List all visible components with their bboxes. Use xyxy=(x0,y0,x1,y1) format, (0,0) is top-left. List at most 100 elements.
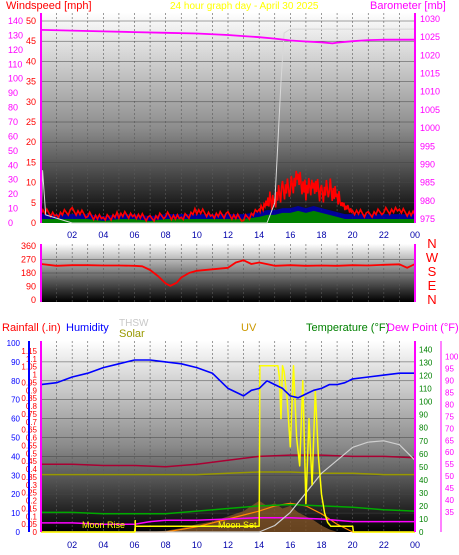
wind-kmh-tick-label: 10 xyxy=(8,204,18,214)
rainfall-tick-label: 0.6 xyxy=(26,434,38,443)
wind-speed-line xyxy=(40,170,416,223)
dew-point-tick-label: 35 xyxy=(445,508,454,517)
dew-point-tick-label: 90 xyxy=(445,376,454,385)
wind-y-tick-label: 50 xyxy=(26,16,36,26)
dew-point-tick-label: 40 xyxy=(445,496,454,505)
wind-kmh-tick-label: 0 xyxy=(8,218,13,228)
barometer-tick-label: 985 xyxy=(420,178,435,188)
wind-y-tick-label: 40 xyxy=(26,56,36,66)
temperature-line xyxy=(41,503,416,515)
rainfall-tick-label: 0.9 xyxy=(26,386,38,395)
compass-label: W xyxy=(426,250,439,265)
humidity-line xyxy=(40,359,415,399)
temperature-tick-label: 30 xyxy=(419,489,428,498)
temperature-tick-label: 70 xyxy=(419,437,428,446)
wind-kmh-tick-label: 70 xyxy=(8,117,18,127)
direction-tick-label: 270 xyxy=(21,255,36,265)
temperature-tick-label: 130 xyxy=(419,359,433,368)
moon-rise-annotation: Moon Rise xyxy=(82,520,125,530)
temperature-tick-label: 40 xyxy=(419,476,428,485)
dew-point-tick-label: 95 xyxy=(445,365,454,374)
rainfall-tick-label: 0 xyxy=(33,528,38,537)
wind-y-tick-label: 15 xyxy=(26,157,36,167)
barometer-label: Barometer [mb] xyxy=(370,0,446,12)
x-tick-label: 18 xyxy=(316,540,326,550)
compass-label: N xyxy=(427,236,436,251)
wind-y-tick-label: 45 xyxy=(26,36,36,46)
barometer-tick-label: 1010 xyxy=(420,87,440,97)
wind-y-tick-label: 5 xyxy=(31,198,36,208)
temperature-tick-label: 60 xyxy=(419,450,428,459)
x-tick-label: 14 xyxy=(254,540,264,550)
humidity-tick-label: 90 xyxy=(11,358,20,367)
wind-kmh-tick-label: 120 xyxy=(8,45,23,55)
temperature-tick-label: 80 xyxy=(419,424,428,433)
x-tick-label: 08 xyxy=(161,540,171,550)
wind-kmh-tick-label: 50 xyxy=(8,146,18,156)
wind-y-tick-label: 10 xyxy=(26,178,36,188)
x-tick-label: 18 xyxy=(316,230,326,240)
x-tick-label: 06 xyxy=(129,540,139,550)
temperature-high-line xyxy=(41,454,416,468)
humidity-label: Humidity xyxy=(66,322,109,334)
humidity-tick-label: 50 xyxy=(11,434,20,443)
thsw-line xyxy=(41,440,416,533)
wind-kmh-tick-label: 80 xyxy=(8,103,18,113)
x-tick-label: 08 xyxy=(161,230,171,240)
wind-green-area xyxy=(41,210,415,223)
barometer-tick-label: 980 xyxy=(420,196,435,206)
rainfall-tick-label: 1.1 xyxy=(26,355,38,364)
rainfall-tick-label: 0.5 xyxy=(26,449,38,458)
dew-point-tick-label: 75 xyxy=(445,412,454,421)
solar-line xyxy=(41,471,415,476)
compass-label: N xyxy=(427,292,436,307)
rainfall-tick-label: 0.4 xyxy=(26,465,38,474)
temperature-tick-label: 120 xyxy=(419,372,433,381)
x-tick-label: 12 xyxy=(223,540,233,550)
x-tick-label: 00 xyxy=(410,540,420,550)
temperature-tick-label: 90 xyxy=(419,411,428,420)
temperature-label: Temperature (°F) xyxy=(306,322,389,334)
barometer-tick-label: 995 xyxy=(420,141,435,151)
barometer-line xyxy=(40,29,415,45)
wind-kmh-tick-label: 60 xyxy=(8,131,18,141)
direction-tick-label: 0 xyxy=(31,295,36,305)
dew-point-tick-label: 50 xyxy=(445,472,454,481)
thsw-label: THSW xyxy=(119,318,149,329)
wind-kmh-tick-label: 100 xyxy=(8,74,23,84)
x-tick-label: 16 xyxy=(285,230,295,240)
humidity-tick-label: 40 xyxy=(11,452,20,461)
environment-plot-background xyxy=(41,341,415,532)
wind-kmh-tick-label: 110 xyxy=(8,59,22,69)
x-tick-label: 10 xyxy=(192,230,202,240)
x-tick-label: 04 xyxy=(98,540,108,550)
barometer-tick-label: 1030 xyxy=(420,14,440,24)
compass-label: S xyxy=(428,264,437,279)
uv-label: UV xyxy=(241,322,257,334)
humidity-tick-label: 0 xyxy=(16,528,21,537)
x-tick-label: 16 xyxy=(285,540,295,550)
compass-label: E xyxy=(428,278,437,293)
rainfall-tick-label: 0.3 xyxy=(26,481,38,490)
temperature-tick-label: 0 xyxy=(419,528,424,537)
temperature-tick-label: 20 xyxy=(419,502,428,511)
x-tick-label: 06 xyxy=(129,230,139,240)
dew-point-tick-label: 70 xyxy=(445,424,454,433)
wind-y-tick-label: 35 xyxy=(26,77,36,87)
dew-point-tick-label: 65 xyxy=(445,436,454,445)
temperature-tick-label: 110 xyxy=(419,385,432,394)
barometer-tick-label: 1015 xyxy=(420,69,440,79)
dew-point-tick-label: 55 xyxy=(445,460,454,469)
wind-direction-line xyxy=(40,259,416,287)
dew-point-line xyxy=(41,516,415,525)
rainfall-tick-label: 1 xyxy=(33,371,38,380)
barometer-tick-label: 1005 xyxy=(420,105,440,115)
wind-kmh-tick-label: 90 xyxy=(8,88,18,98)
humidity-tick-label: 20 xyxy=(11,490,20,499)
wind-kmh-tick-label: 140 xyxy=(8,16,23,26)
rainfall-tick-label: 0.8 xyxy=(26,402,38,411)
wind-kmh-tick-label: 30 xyxy=(8,175,18,185)
wind-kmh-tick-label: 130 xyxy=(8,30,23,40)
barometer-tick-label: 1025 xyxy=(420,32,440,42)
